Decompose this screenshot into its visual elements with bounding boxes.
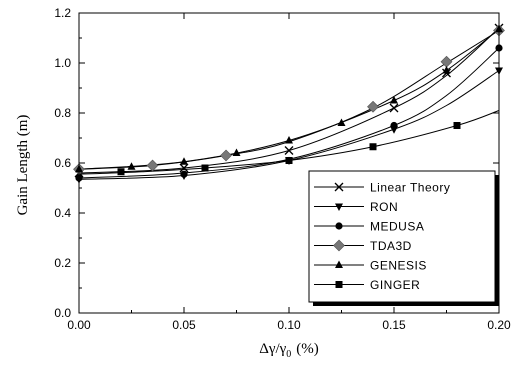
data-point-genesis: [285, 136, 293, 144]
y-tick-label: 1.0: [54, 56, 71, 70]
data-point-medusa: [390, 121, 398, 130]
y-tick-label: 1.2: [54, 6, 71, 20]
data-point-genesis: [180, 157, 188, 165]
y-tick-label: 0.0: [54, 306, 71, 320]
x-axis-title-main: Δγ/γ: [259, 341, 286, 357]
x-axis-title-subscript: 0: [286, 349, 291, 360]
data-point-genesis: [232, 148, 241, 156]
data-point-linear-theory: [179, 163, 189, 173]
data-point-tda3d: [367, 100, 379, 113]
legend-label-ron: RON: [370, 200, 398, 214]
series-line-tda3d: [78, 30, 500, 170]
legend-marker-genesis: [335, 260, 343, 268]
y-tick-label: 0.8: [54, 106, 71, 120]
data-point-tda3d: [146, 159, 159, 172]
x-tick-label: 0.20: [487, 318, 511, 332]
data-point-linear-theory: [284, 146, 294, 155]
series-markers: [73, 23, 505, 184]
data-point-ginger: [201, 164, 209, 172]
data-point-ginger: [117, 168, 125, 176]
x-tick-label: 0.05: [172, 318, 196, 332]
y-axis-title: Gain Length (m): [15, 115, 31, 216]
legend-box: [308, 170, 496, 303]
y-tick-label: 0.2: [54, 256, 71, 270]
data-point-tda3d: [220, 149, 232, 162]
y-tick-label: 0.4: [54, 206, 71, 220]
legend-label-genesis: GENESIS: [370, 259, 427, 273]
series-line-ron: [78, 70, 500, 180]
data-point-ginger: [285, 157, 293, 164]
x-axis-title: Δγ/γ0 (%): [259, 341, 319, 360]
legend-label-tda3d: TDA3D: [370, 239, 412, 253]
series-curves: [78, 27, 500, 180]
legend-marker-ron: [335, 203, 343, 211]
plot-frame: [78, 12, 500, 314]
data-point-medusa: [180, 170, 188, 178]
legend-marker-medusa: [335, 222, 343, 230]
y-tick-label: 0.6: [54, 156, 71, 170]
legend-label-linear-theory: Linear Theory: [370, 181, 450, 195]
legend-label-ginger: GINGER: [370, 278, 420, 292]
legend-marker-ginger: [335, 281, 343, 288]
x-tick-label: 0.10: [277, 318, 301, 332]
data-point-ginger: [453, 122, 461, 129]
data-point-genesis: [390, 96, 398, 104]
data-point-genesis: [127, 162, 136, 170]
legend-marker-linear-theory: [334, 182, 344, 192]
legend: Linear Theory RON MEDUSA TDA3D GENESIS GINGER: [308, 170, 499, 306]
series-line-medusa: [78, 47, 500, 179]
data-point-ginger: [369, 143, 377, 151]
data-point-genesis: [442, 66, 451, 74]
series-line-genesis: [78, 28, 500, 170]
x-tick-label: 0.00: [67, 318, 91, 332]
series-line-linear-theory: [78, 27, 500, 174]
data-point-linear-theory: [389, 103, 399, 113]
legend-marker-tda3d: [333, 239, 345, 252]
legend-entries: Linear Theory RON MEDUSA TDA3D GENESIS GINGER: [314, 181, 450, 292]
legend-label-medusa: MEDUSA: [370, 220, 424, 234]
data-point-genesis: [337, 118, 346, 126]
x-axis-title-unit: (%): [296, 341, 319, 357]
x-tick-label: 0.15: [382, 318, 406, 332]
